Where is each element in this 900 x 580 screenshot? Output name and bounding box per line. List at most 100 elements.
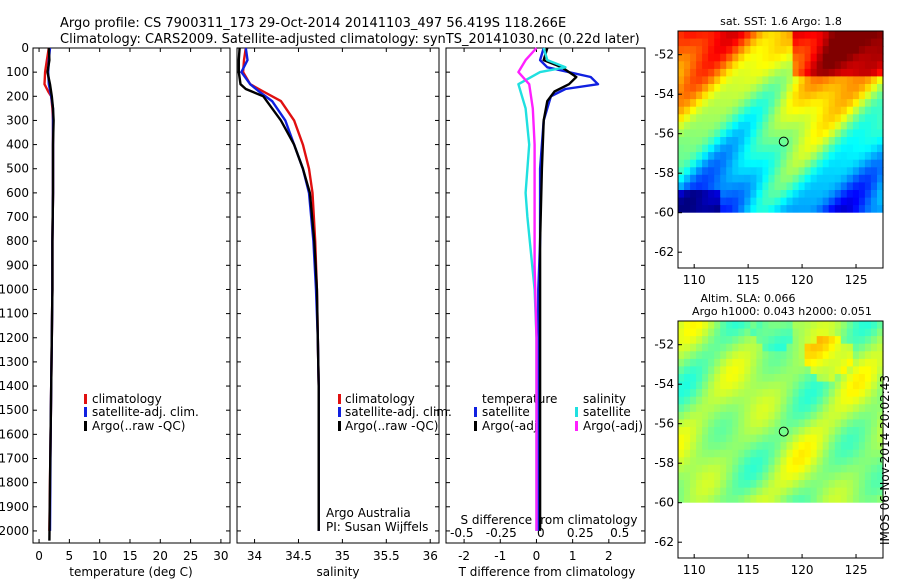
heatmap-cell [750,472,757,481]
heatmap-cell [864,182,872,191]
heatmap-cell [834,144,842,153]
heatmap-cell [684,61,691,70]
heatmap-cell [678,182,685,191]
heatmap-cell [858,366,866,375]
heatmap-cell [822,152,830,161]
heatmap-cell [822,197,830,206]
heatmap-cell [756,84,763,93]
heatmap-cell [828,374,836,383]
heatmap-cell [696,31,703,40]
heatmap-cell [786,114,794,123]
heatmap-cell [720,480,727,489]
heatmap-cell [732,472,739,481]
heatmap-cell [816,480,824,489]
heatmap-cell [846,396,854,405]
heatmap-cell [744,434,751,443]
heatmap-cell [690,404,697,413]
heatmap-cell [714,480,721,489]
heatmap-cell [870,46,878,55]
heatmap-cell [840,121,848,131]
heatmap-cell [780,106,788,115]
heatmap-cell [732,68,739,78]
heatmap-cell [678,321,685,330]
heatmap-cell [798,129,806,138]
heatmap-cell [726,99,733,108]
heatmap-cell [684,396,691,405]
heatmap-cell [708,174,715,183]
heatmap-cell [792,487,800,496]
heatmap-cell [738,174,745,183]
heatmap-cell [858,159,866,168]
heatmap-cell [810,205,818,214]
heatmap-cell [708,53,715,62]
heatmap-cell [822,411,830,421]
heatmap-cell [720,328,727,337]
heatmap-cell [846,381,854,390]
heatmap-cell [708,336,715,345]
heatmap-cell [780,182,788,191]
heatmap-cell [684,114,691,123]
heatmap-cell [816,411,824,421]
heatmap-cell [726,419,733,428]
heatmap-cell [690,487,697,496]
heatmap-cell [852,427,860,436]
heatmap-cell [877,31,884,40]
heatmap-cell [708,46,715,55]
heatmap-cell [702,442,709,451]
heatmap-cell [756,389,763,398]
heatmap-cell [708,381,715,390]
heatmap-cell [756,396,763,405]
heatmap-cell [744,152,751,161]
heatmap-cell [840,84,848,93]
heatmap-cell [834,336,842,345]
heatmap-cell [708,137,715,146]
heatmap-cell [720,457,727,466]
heatmap-cell [780,91,788,100]
heatmap-cell [786,480,794,489]
heatmap-cell [840,411,848,421]
heatmap-cell [684,343,691,352]
heatmap-cell [798,343,806,352]
y-tick-label: -56 [654,417,674,431]
heatmap-cell [750,351,757,360]
heatmap-cell [864,404,872,413]
heatmap-cell [774,106,782,115]
heatmap-cell [690,91,697,100]
heatmap-cell [852,495,860,504]
heatmap-cell [877,487,884,496]
heatmap-cell [864,197,872,206]
heatmap-cell [738,343,745,352]
heatmap-cell [684,366,691,375]
heatmap-cell [877,53,884,62]
heatmap-cell [834,434,842,443]
heatmap-cell [762,174,769,183]
heatmap-cell [732,457,739,466]
heatmap-cell [744,366,751,375]
heatmap-cell [696,121,703,131]
heatmap-cell [750,205,757,214]
heatmap-cell [816,449,824,458]
heatmap-cell [858,190,866,199]
heatmap-cell [822,129,830,138]
heatmap-cell [708,472,715,481]
heatmap-cell [798,31,806,40]
heatmap-cell [744,381,751,390]
heatmap-cell [877,495,884,504]
y-tick-label: -60 [654,206,674,220]
heatmap-cell [786,197,794,206]
heatmap-cell [786,374,794,383]
heatmap-cell [846,427,854,436]
heatmap-cell [816,358,824,368]
heatmap-cell [816,121,824,131]
heatmap-cell [804,366,812,375]
heatmap-cell [877,159,884,168]
heatmap-cell [780,404,788,413]
heatmap-cell [756,68,763,78]
heatmap-cell [780,84,788,93]
heatmap-cell [774,76,782,85]
heatmap-cell [816,174,824,183]
heatmap-cell [810,449,818,458]
heatmap-cell [822,449,830,458]
heatmap-cell [870,389,878,398]
heatmap-cell [798,457,806,466]
